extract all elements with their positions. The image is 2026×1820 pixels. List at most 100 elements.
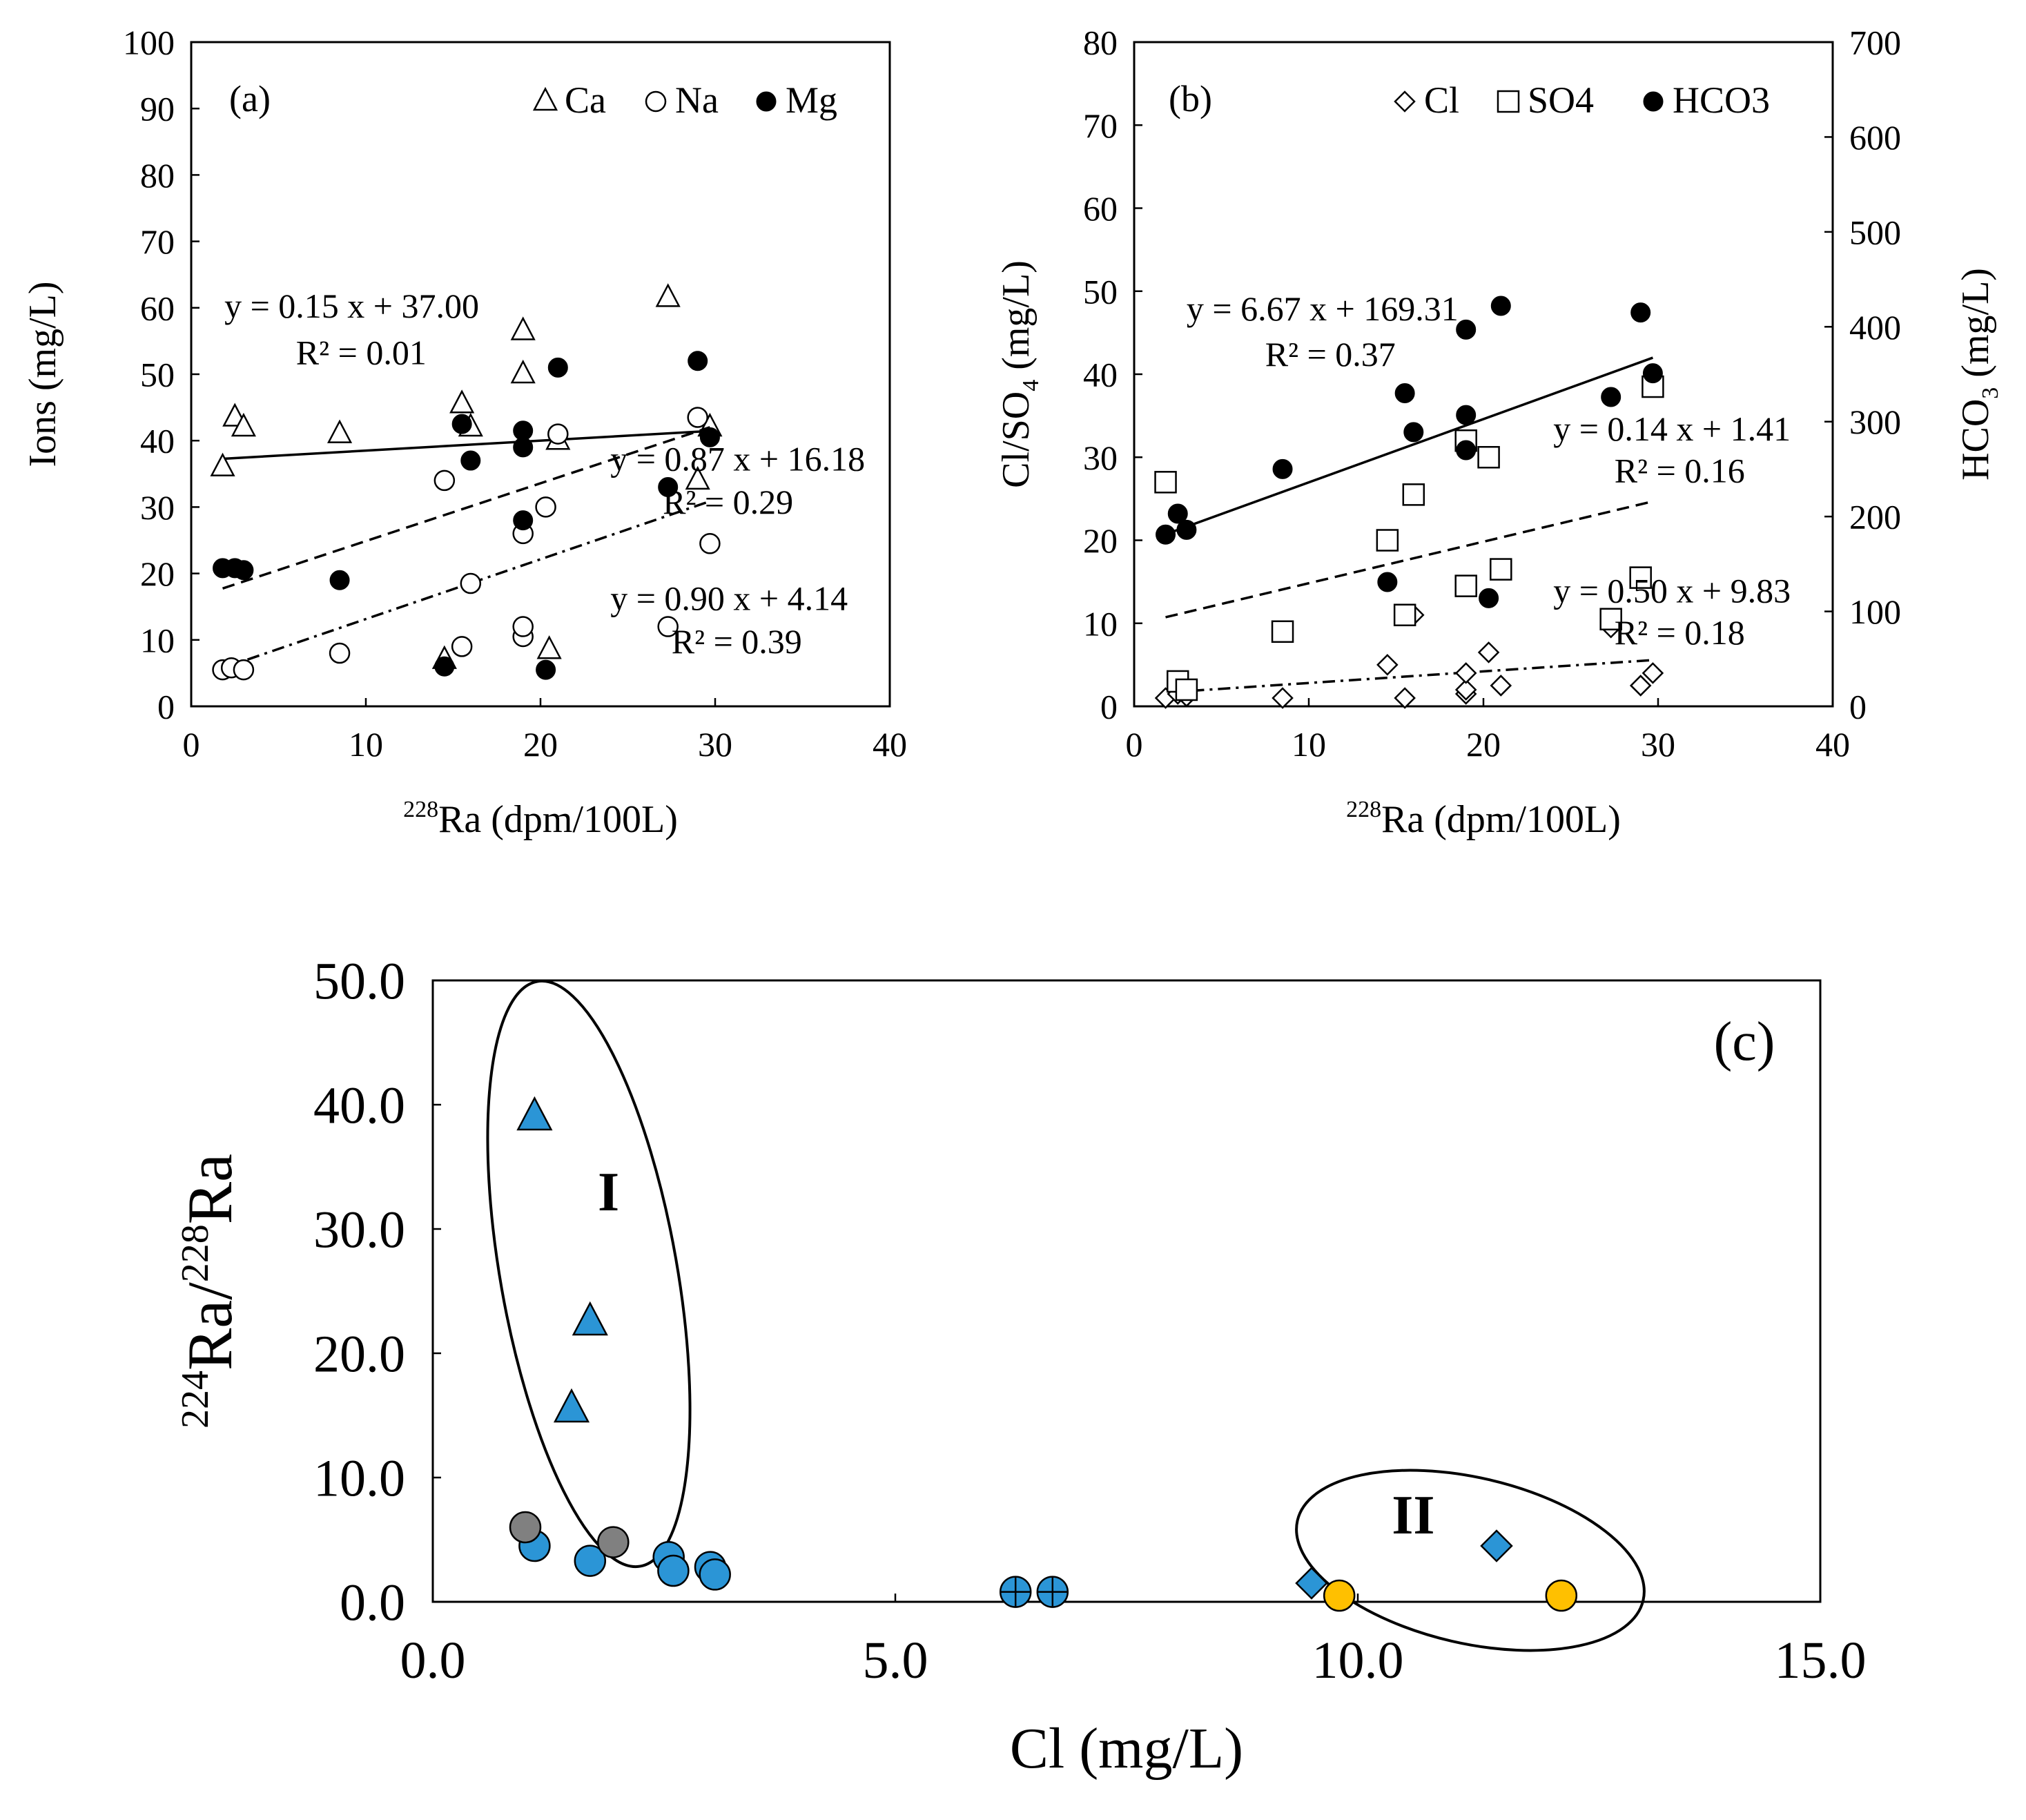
c-circle-point (1323, 1579, 1356, 1612)
b-legend-label: SO4 (1528, 79, 1594, 121)
a-ca-trendline (222, 429, 710, 461)
a-y-tick-label: 0 (157, 688, 175, 726)
b-cl-point (1376, 654, 1399, 676)
c-y-tick-label: 0.0 (340, 1574, 405, 1632)
b-cl-point (1272, 687, 1294, 709)
c-x-tick-label: 10.0 (1312, 1632, 1404, 1690)
a-mg-trendline (222, 426, 710, 590)
b-yleft-tick-label: 10 (1083, 604, 1118, 643)
b-x-tick-label: 20 (1466, 725, 1501, 764)
b-fit-annotation: R² = 0.16 (1615, 451, 1745, 490)
a-y-tick-label: 10 (140, 621, 175, 659)
a-ca-point (231, 412, 256, 437)
a-y-tick-label: 20 (140, 554, 175, 593)
a-fit-annotation: R² = 0.39 (672, 622, 802, 661)
plot-frame (431, 979, 1822, 1603)
a-legend-label: Ca (565, 79, 606, 121)
b-yright-tick-label: 500 (1849, 213, 1901, 251)
a-na-point (329, 642, 351, 664)
b-hco3-point (1156, 524, 1176, 545)
a-panel-label: (a) (229, 78, 271, 119)
b-y-left-axis-label-unit: (mg/L) (995, 260, 1038, 380)
b-yleft-tick-label: 0 (1100, 688, 1118, 726)
b-hco3-point (1490, 296, 1511, 316)
c-y-tick-label: 40.0 (313, 1077, 405, 1135)
a-na-trendline (222, 500, 710, 670)
c-triangle-point (572, 1301, 608, 1336)
b-x-tick-label: 0 (1126, 725, 1143, 764)
a-mg-point (434, 656, 455, 677)
b-yleft-tick-label: 30 (1083, 438, 1118, 477)
chart-panel-b: 0 10 20 30 400102030405060708001002003004005… (995, 23, 2003, 842)
b-so4-point (1629, 566, 1652, 589)
b-hco3-point (1456, 405, 1477, 425)
b-hco3-trendline (1165, 356, 1654, 536)
c-y-axis-label-part: 224 (174, 1371, 217, 1429)
a-ca-point (449, 389, 475, 414)
c-group-label: II (1392, 1485, 1434, 1546)
b-hco3-point (1642, 363, 1663, 384)
c-y-tick-label: 50.0 (313, 953, 405, 1011)
b-fit-annotation: y = 6.67 x + 169.31 (1187, 289, 1459, 328)
b-so4-point (1454, 574, 1477, 597)
c-x-axis-label: Cl (mg/L) (1010, 1716, 1243, 1781)
b-cl-point (1454, 679, 1477, 701)
b-yright-tick-label: 100 (1849, 592, 1901, 631)
a-legend-label: Na (675, 79, 719, 121)
c-circle-point (657, 1554, 690, 1587)
a-x-axis-text: Ra (dpm/100L) (438, 798, 678, 841)
b-yleft-tick-label: 50 (1083, 272, 1118, 311)
b-yleft-tick-label: 40 (1083, 356, 1118, 394)
a-y-tick-label: 90 (140, 90, 175, 128)
c-y-axis-label-part: Ra (175, 1154, 245, 1224)
a-na-point (547, 423, 569, 445)
c-x-tick-label: 15.0 (1775, 1632, 1867, 1690)
a-na-point (451, 636, 473, 657)
b-cl-point (1642, 662, 1664, 684)
a-x-tick-label: 20 (523, 725, 558, 764)
b-legend-marker-hco3 (1643, 91, 1664, 112)
a-mg-point (329, 570, 350, 590)
b-panel-label: (b) (1169, 78, 1212, 119)
c-group-label: I (598, 1162, 619, 1223)
a-mg-point (513, 510, 534, 531)
a-ca-point (655, 283, 681, 307)
a-legend-marker-na (645, 90, 667, 113)
b-hco3-point (1403, 422, 1424, 443)
a-mg-point (688, 351, 708, 371)
a-x-tick-label: 30 (698, 725, 732, 764)
b-hco3-point (1479, 588, 1499, 608)
a-y-tick-label: 40 (140, 422, 175, 461)
a-x-tick-label: 0 (183, 725, 200, 764)
b-cl-point (1394, 687, 1416, 709)
c-circle-point (597, 1526, 630, 1558)
b-yright-tick-label: 200 (1849, 498, 1901, 536)
b-yright-tick-label: 600 (1849, 118, 1901, 157)
b-x-tick-label: 10 (1292, 725, 1326, 764)
c-circle-point (574, 1545, 607, 1577)
a-na-point (687, 407, 708, 428)
b-cl-trendline (1165, 659, 1653, 694)
c-y-tick-label: 20.0 (313, 1326, 405, 1384)
c-group-ii-ellipse (1295, 1469, 1646, 1652)
a-ca-point (685, 465, 710, 490)
b-legend-label: HCO3 (1673, 79, 1770, 121)
b-y-left-axis-label: Cl/SO4 (mg/L) (995, 260, 1044, 488)
a-legend-label: Mg (786, 79, 837, 121)
a-y-tick-label: 50 (140, 356, 175, 394)
c-y-axis-label-part: 228 (174, 1224, 217, 1282)
a-ca-point (327, 419, 353, 443)
b-y-left-axis-label-main: Cl/SO (995, 391, 1038, 488)
c-triangle-point (516, 1096, 553, 1131)
b-fit-annotation: y = 0.50 x + 9.83 (1553, 572, 1791, 610)
c-y-axis-label: 224Ra/228Ra (174, 1154, 245, 1429)
a-y-tick-label: 80 (140, 156, 175, 195)
b-so4-point (1599, 608, 1622, 630)
b-hco3-point (1456, 440, 1477, 461)
b-yleft-tick-label: 70 (1083, 106, 1118, 145)
a-na-point (535, 496, 556, 518)
a-na-point (699, 533, 721, 554)
b-legend-marker-cl (1394, 90, 1416, 113)
c-diamond-point (1295, 1567, 1328, 1600)
